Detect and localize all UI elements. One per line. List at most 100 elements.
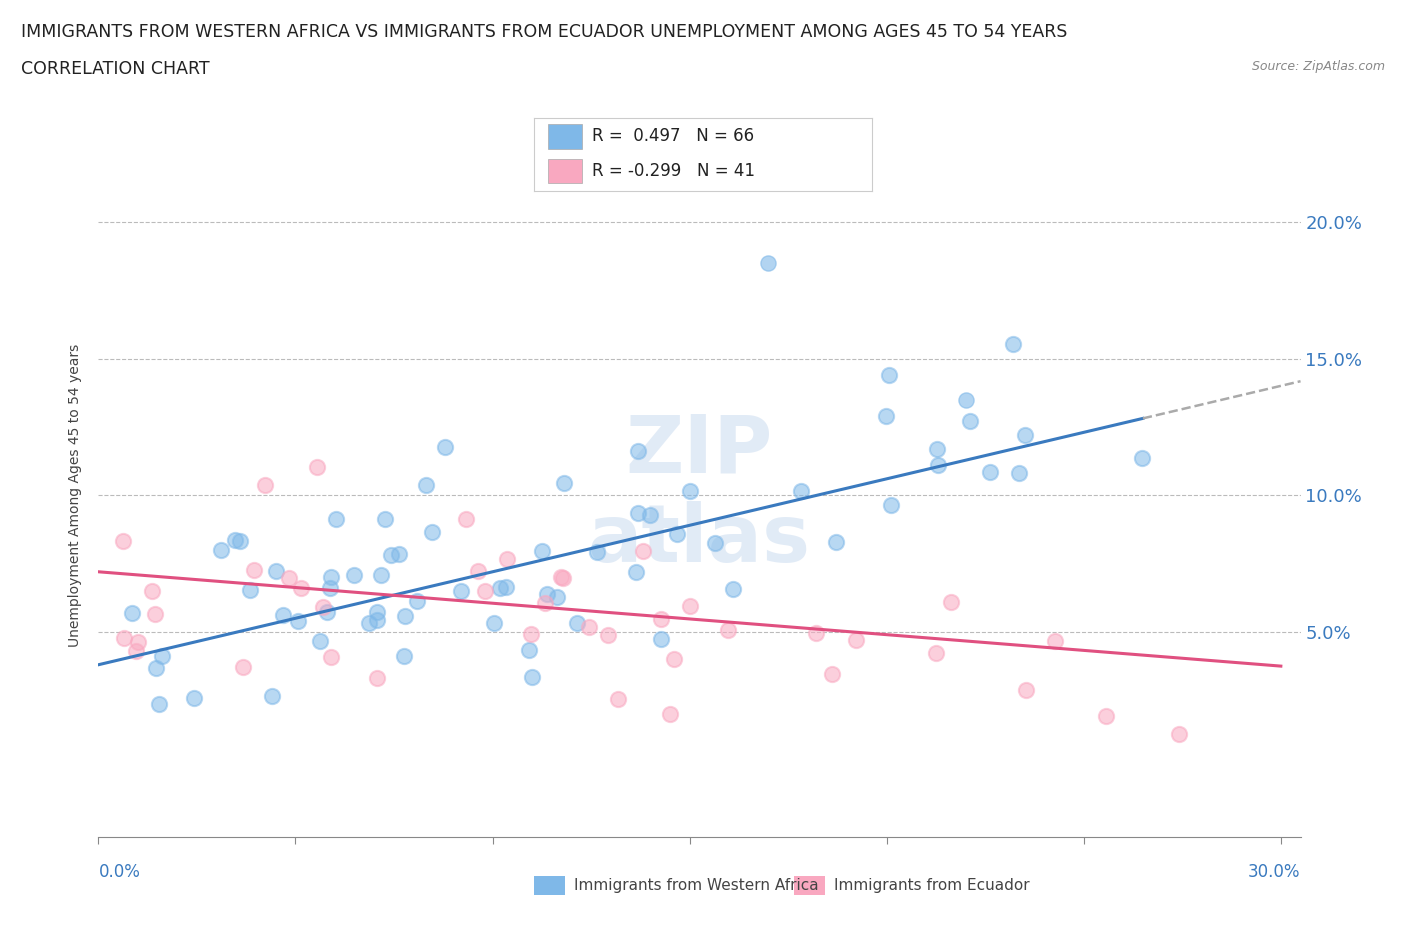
- Point: [875, 408, 897, 423]
- Point: [450, 583, 472, 598]
- Point: [567, 616, 589, 631]
- Text: Immigrants from Ecuador: Immigrants from Ecuador: [834, 878, 1029, 893]
- Point: [121, 605, 143, 620]
- Point: [927, 458, 949, 473]
- Point: [553, 476, 575, 491]
- Point: [277, 571, 299, 586]
- Point: [141, 583, 163, 598]
- Point: [321, 649, 343, 664]
- Point: [489, 580, 512, 595]
- Text: ZIP
atlas: ZIP atlas: [588, 411, 811, 579]
- Point: [606, 692, 628, 707]
- Point: [546, 590, 568, 604]
- Point: [312, 600, 335, 615]
- Point: [824, 535, 846, 550]
- Point: [434, 440, 457, 455]
- Point: [758, 256, 780, 271]
- Point: [1008, 466, 1031, 481]
- Point: [650, 631, 672, 646]
- Point: [112, 534, 135, 549]
- Point: [880, 498, 903, 512]
- Point: [717, 623, 740, 638]
- Point: [703, 536, 725, 551]
- Point: [239, 582, 262, 597]
- Point: [650, 612, 672, 627]
- Point: [366, 612, 388, 627]
- Point: [357, 616, 380, 631]
- Point: [955, 392, 977, 407]
- Point: [845, 632, 868, 647]
- Bar: [548, 124, 582, 149]
- Point: [325, 512, 347, 526]
- Point: [679, 484, 702, 498]
- Point: [308, 633, 330, 648]
- Point: [550, 570, 572, 585]
- Point: [627, 505, 650, 520]
- Point: [1043, 633, 1066, 648]
- Text: R = -0.299   N = 41: R = -0.299 N = 41: [592, 162, 755, 180]
- Point: [879, 367, 901, 382]
- Point: [666, 526, 689, 541]
- Point: [517, 643, 540, 658]
- Text: IMMIGRANTS FROM WESTERN AFRICA VS IMMIGRANTS FROM ECUADOR UNEMPLOYMENT AMONG AGE: IMMIGRANTS FROM WESTERN AFRICA VS IMMIGR…: [21, 23, 1067, 41]
- Point: [305, 459, 328, 474]
- Bar: [548, 159, 582, 183]
- Point: [586, 544, 609, 559]
- Point: [627, 444, 650, 458]
- Point: [253, 477, 276, 492]
- Text: CORRELATION CHART: CORRELATION CHART: [21, 60, 209, 78]
- Point: [290, 580, 312, 595]
- Point: [370, 567, 392, 582]
- Text: 0.0%: 0.0%: [98, 863, 141, 881]
- Point: [474, 583, 496, 598]
- Point: [924, 645, 946, 660]
- Point: [596, 628, 619, 643]
- Point: [150, 648, 173, 663]
- Point: [939, 594, 962, 609]
- Point: [1014, 428, 1036, 443]
- Point: [224, 533, 246, 548]
- Point: [125, 644, 148, 658]
- Point: [316, 604, 339, 619]
- Point: [578, 619, 600, 634]
- Point: [271, 607, 294, 622]
- Point: [127, 634, 149, 649]
- Point: [1130, 450, 1153, 465]
- Point: [229, 534, 252, 549]
- Point: [979, 464, 1001, 479]
- Point: [148, 697, 170, 711]
- Point: [388, 546, 411, 561]
- Point: [209, 542, 232, 557]
- Point: [519, 626, 541, 641]
- Point: [380, 548, 402, 563]
- Point: [415, 478, 437, 493]
- Point: [495, 579, 517, 594]
- Point: [530, 543, 553, 558]
- Point: [678, 599, 700, 614]
- Point: [143, 606, 166, 621]
- Point: [243, 563, 266, 578]
- Point: [662, 651, 685, 666]
- Text: Immigrants from Western Africa: Immigrants from Western Africa: [574, 878, 818, 893]
- Point: [264, 564, 287, 578]
- Point: [319, 569, 342, 584]
- Point: [804, 626, 827, 641]
- Text: R =  0.497   N = 66: R = 0.497 N = 66: [592, 127, 754, 145]
- Point: [659, 706, 682, 721]
- Point: [495, 551, 517, 566]
- Point: [467, 564, 489, 578]
- Y-axis label: Unemployment Among Ages 45 to 54 years: Unemployment Among Ages 45 to 54 years: [69, 343, 83, 647]
- Point: [820, 667, 842, 682]
- Point: [533, 595, 555, 610]
- Point: [112, 631, 135, 645]
- Point: [420, 525, 443, 539]
- Point: [790, 484, 813, 498]
- Point: [287, 614, 309, 629]
- Point: [394, 608, 416, 623]
- Point: [374, 512, 396, 526]
- Point: [624, 565, 647, 579]
- Point: [1001, 337, 1024, 352]
- Point: [366, 671, 388, 685]
- Point: [260, 688, 283, 703]
- Text: Source: ZipAtlas.com: Source: ZipAtlas.com: [1251, 60, 1385, 73]
